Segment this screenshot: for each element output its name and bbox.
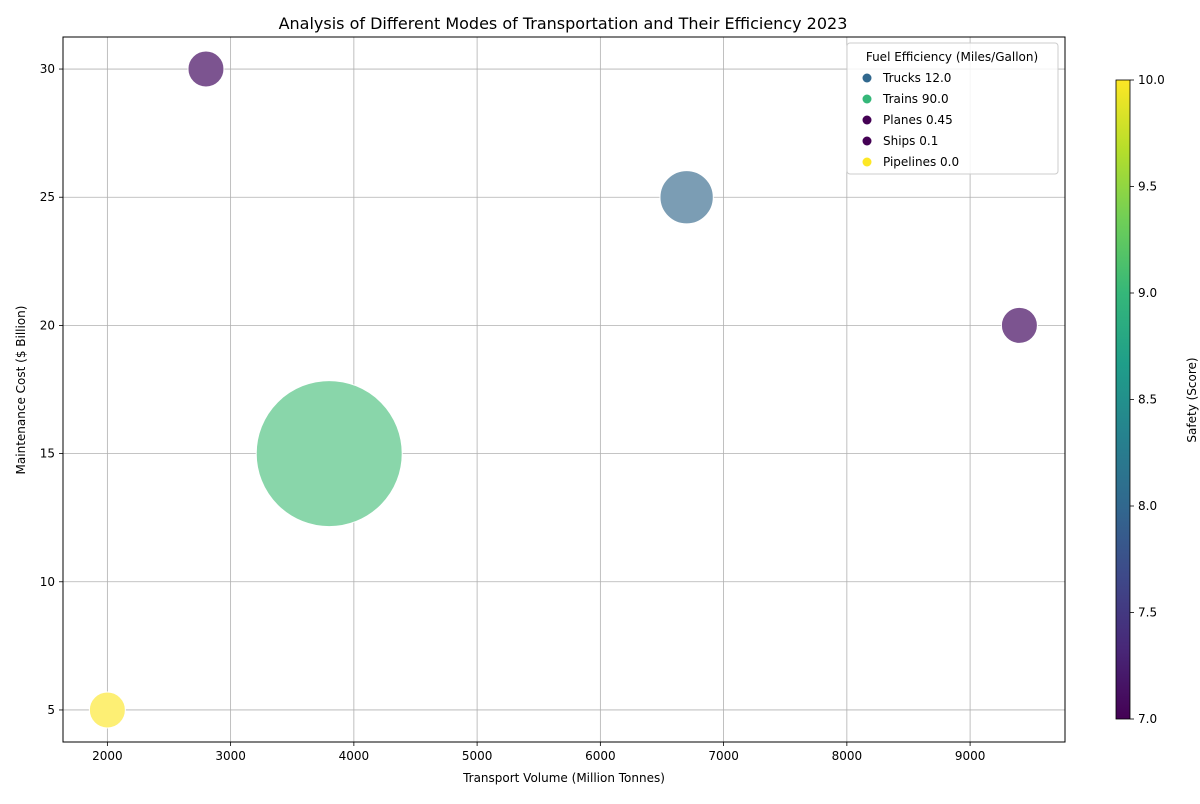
colorbar-tick-label: 7.0 [1138,712,1157,726]
bubble-trucks [659,170,714,225]
plot-frame [62,36,1066,743]
x-tick-label: 8000 [832,749,863,763]
y-axis-ticks: 5 10 15 20 25 30 [40,62,63,717]
legend-marker [862,115,872,125]
legend-marker [862,136,872,146]
colorbar-ticks: 7.0 7.5 8.0 8.5 9.0 9.5 10.0 [1130,73,1165,726]
x-tick-label: 5000 [462,749,493,763]
legend-items: Trucks 12.0 Trains 90.0 Planes 0.45 Ships 0… [862,71,959,169]
x-tick-label: 4000 [339,749,370,763]
y-tick-label: 20 [40,318,55,332]
y-axis-label: Maintenance Cost ($ Billion) [14,306,28,475]
colorbar-label: Safety (Score) [1185,357,1199,442]
colorbar-tick-label: 9.0 [1138,286,1157,300]
legend-entry: Trains 90.0 [882,92,949,106]
y-tick-label: 15 [40,447,55,461]
bubble-planes [187,50,225,88]
legend-entry: Pipelines 0.0 [883,155,959,169]
x-tick-label: 9000 [955,749,986,763]
bubble-pipelines [88,691,126,729]
x-tick-label: 6000 [585,749,616,763]
y-tick-label: 25 [40,190,55,204]
colorbar-tick-label: 10.0 [1138,73,1165,87]
legend-entry: Ships 0.1 [883,134,938,148]
x-tick-label: 7000 [708,749,739,763]
colorbar-tick-label: 9.5 [1138,180,1157,194]
bubble-ships [1000,306,1038,344]
colorbar-tick-label: 8.0 [1138,499,1157,513]
legend-entry: Trucks 12.0 [882,71,951,85]
y-tick-label: 30 [40,62,55,76]
x-axis-ticks: 2000 3000 4000 5000 6000 7000 8000 9000 [92,742,985,763]
legend-box [846,42,1059,175]
x-tick-label: 2000 [92,749,123,763]
chart-title: Analysis of Different Modes of Transport… [279,14,848,33]
legend-marker [862,94,872,104]
x-tick-label: 3000 [215,749,246,763]
colorbar-tick-label: 8.5 [1138,393,1157,407]
y-tick-label: 10 [40,575,55,589]
bubbles [88,50,1038,729]
legend-entry: Planes 0.45 [883,113,953,127]
y-tick-label: 5 [47,703,55,717]
legend: Fuel Efficiency (Miles/Gallon) Trucks 12… [846,42,1059,175]
legend-marker [862,73,872,83]
x-axis-label: Transport Volume (Million Tonnes) [462,771,665,785]
colorbar-gradient [1115,79,1131,720]
colorbar: 7.0 7.5 8.0 8.5 9.0 9.5 10.0 Safety (Score) [1115,73,1199,726]
legend-title: Fuel Efficiency (Miles/Gallon) [866,50,1038,64]
colorbar-tick-label: 7.5 [1138,606,1157,620]
bubble-trains [255,380,403,528]
legend-marker [862,157,872,167]
